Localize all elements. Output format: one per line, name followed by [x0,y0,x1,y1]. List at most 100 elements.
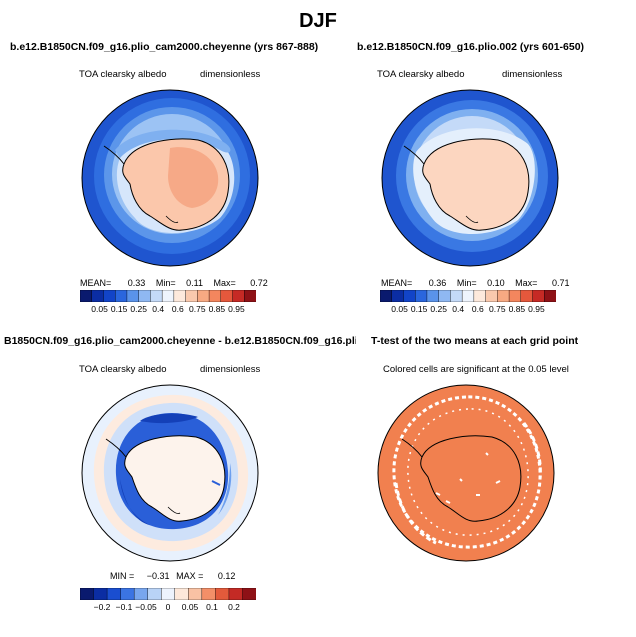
colorbar-tick-label: 0.4 [152,304,165,314]
panel-1-max-value: 0.72 [250,278,268,288]
colorbar-swatch [508,290,522,302]
panel-3-variable: TOA clearsky albedo [79,364,167,375]
colorbar-swatch [438,290,451,302]
panel-2-colorbar [380,290,556,302]
panel-1-max-label: Max= [213,278,236,288]
colorbar-tick-label: 0.1 [206,602,218,612]
colorbar-tick-label: 0.85 [208,304,226,314]
panel-2-units: dimensionless [502,69,563,80]
panel-3-map [81,384,259,562]
colorbar-tick-label: 0.15 [110,304,128,314]
colorbar-tick-label: 0.6 [471,304,484,314]
colorbar-swatch [232,290,245,302]
panel-1-mean-label: MEAN= [80,278,112,288]
colorbar-tick-label: 0.25 [430,304,447,314]
colorbar-tick-label: 0.15 [410,304,428,314]
panel-2-map [381,89,559,267]
colorbar-swatch [532,290,545,302]
colorbar-tick-label: 0.6 [171,304,184,314]
panel-1-mean-value: 0.33 [127,278,146,288]
colorbar-swatch [80,290,93,302]
colorbar-tick-label: −0.2 [93,602,111,612]
panel-1-variable: TOA clearsky albedo [79,69,167,80]
colorbar-swatch [244,290,256,302]
colorbar-swatch [426,290,440,302]
colorbar-tick-label: 0.25 [130,304,147,314]
colorbar-tick-label: 0.95 [528,304,545,314]
colorbar-swatch [115,290,128,302]
panel-1-stats: MEAN= 0.33 Min= 0.11 Max= 0.72 [80,278,268,288]
panel-2-max-value: 0.71 [551,278,570,288]
colorbar-tick-label: 0.75 [189,304,206,314]
panel-3-max-value: 0.12 [217,571,236,581]
colorbar-swatch [228,588,243,600]
colorbar-swatch [93,588,108,600]
colorbar-swatch [103,290,116,302]
colorbar-swatch [150,290,163,302]
colorbar-tick-label: 0 [165,602,171,612]
figure-title: DJF [299,10,337,32]
colorbar-swatch [520,290,534,302]
panel-1-map [81,89,259,267]
colorbar-swatch [138,290,151,302]
panel-2-min-value: 0.10 [487,278,505,288]
colorbar-swatch [133,588,149,600]
colorbar-swatch [201,588,216,600]
colorbar-swatch [188,588,203,600]
colorbar-tick-label: 0.85 [508,304,526,314]
colorbar-tick-label: 0.2 [228,602,240,612]
colorbar-swatch [147,588,162,600]
panel-2-mean-value: 0.36 [428,278,447,288]
colorbar-swatch [473,290,487,302]
panel-2-variable: TOA clearsky albedo [377,69,465,80]
panel-3-title: B1850CN.f09_g16.plio_cam2000.cheyenne - … [4,335,356,347]
panel-3-max-label: MAX = [176,571,204,581]
panel-4-note: Colored cells are significant at the 0.0… [383,364,569,375]
colorbar-swatch [80,588,95,600]
colorbar-swatch [215,588,230,600]
colorbar-swatch [544,290,556,302]
colorbar-tick-label: −0.1 [115,602,133,612]
colorbar-tick-label: 0.75 [489,304,506,314]
colorbar-swatch [497,290,510,302]
colorbar-swatch [415,290,428,302]
colorbar-swatch [106,588,122,600]
panel-2-max-label: Max= [515,278,538,288]
panel-1-colorbar [80,290,256,302]
panel-4-map [377,384,555,562]
colorbar-swatch [242,588,256,600]
colorbar-swatch [461,290,475,302]
panel-3-min-value: −0.31 [146,571,170,581]
colorbar-swatch [197,290,210,302]
colorbar-tick-label: 0.95 [228,304,245,314]
panel-2-min-label: Min= [456,278,477,288]
colorbar-swatch [174,588,189,600]
colorbar-tick-label: 0.05 [91,304,108,314]
colorbar-swatch [173,290,187,302]
colorbar-swatch [161,290,175,302]
colorbar-swatch [485,290,498,302]
colorbar-swatch [185,290,198,302]
colorbar-tick-label: 0.05 [181,602,199,612]
panel-1-title: b.e12.B1850CN.f09_g16.plio_cam2000.cheye… [10,41,319,53]
panel-1-units: dimensionless [200,69,261,80]
panel-2-title: b.e12.B1850CN.f09_g16.plio.002 (yrs 601-… [357,41,585,53]
colorbar-swatch [161,588,176,600]
colorbar-tick-label: 0.05 [391,304,408,314]
colorbar-swatch [91,290,104,302]
colorbar-swatch [120,588,135,600]
panel-2-stats: MEAN= 0.36 Min= 0.10 Max= 0.71 [381,278,569,288]
colorbar-swatch [126,290,140,302]
panel-2-mean-label: MEAN= [381,278,413,288]
colorbar-swatch [220,290,234,302]
panel-1-min-label: Min= [155,278,176,288]
colorbar-swatch [208,290,222,302]
colorbar-swatch [450,290,463,302]
panel-1-min-value: 0.11 [186,278,203,288]
colorbar-swatch [391,290,404,302]
colorbar-swatch [380,290,393,302]
panel-4-title: T-test of the two means at each grid poi… [371,335,579,347]
colorbar-swatch [403,290,416,302]
colorbar-tick-label: 0.4 [452,304,465,314]
panel-3-colorbar [80,588,256,600]
